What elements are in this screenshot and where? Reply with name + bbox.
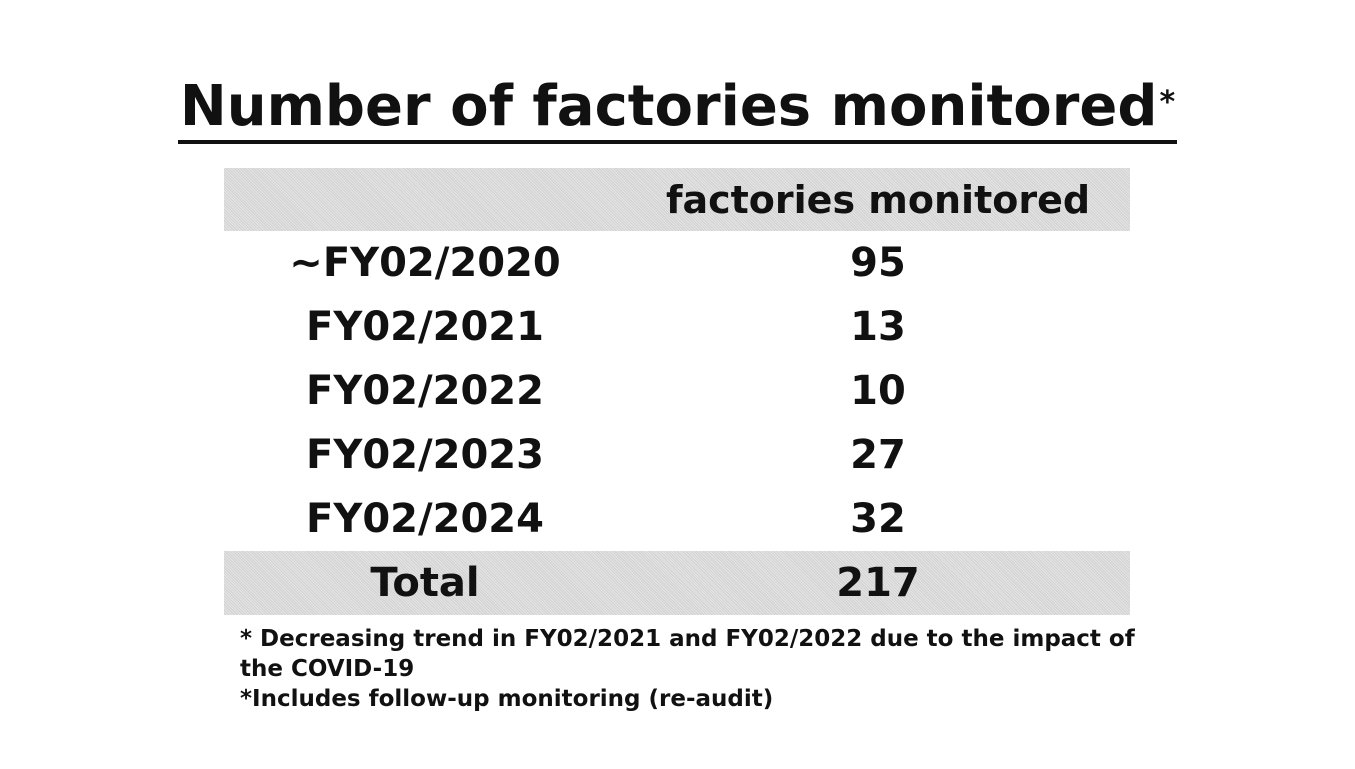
footnote-line: *Includes follow-up monitoring (re-audit… [240, 686, 774, 712]
table-row: ~FY02/2020 95 [224, 231, 1130, 295]
count-cell: 10 [850, 368, 906, 414]
footnotes: * Decreasing trend in FY02/2021 and FY02… [240, 624, 1140, 714]
period-cell: FY02/2021 [306, 304, 544, 350]
period-cell: FY02/2024 [306, 496, 544, 542]
page-title-text: Number of factories monitored [179, 74, 1158, 139]
table-row: FY02/2021 13 [224, 295, 1130, 359]
count-cell: 13 [850, 304, 906, 350]
total-value: 217 [836, 560, 920, 606]
factories-table: factories monitored ~FY02/2020 95 FY02/2… [224, 168, 1130, 615]
footnote-line: the COVID-19 [240, 656, 415, 682]
table-total-row: Total 217 [224, 551, 1130, 615]
total-label: Total [370, 560, 480, 606]
title-container: Number of factories monitored* [0, 74, 1355, 144]
footnote-line: * Decreasing trend in FY02/2021 and FY02… [240, 626, 1135, 652]
table-row: FY02/2022 10 [224, 359, 1130, 423]
table-row: FY02/2024 32 [224, 487, 1130, 551]
period-cell: FY02/2022 [306, 368, 544, 414]
title-footnote-marker: * [1159, 85, 1176, 120]
page-title: Number of factories monitored* [177, 74, 1178, 144]
header-factories-monitored: factories monitored [665, 177, 1091, 222]
count-cell: 32 [850, 496, 906, 542]
count-cell: 27 [850, 432, 906, 478]
period-cell: FY02/2023 [306, 432, 544, 478]
table-row: FY02/2023 27 [224, 423, 1130, 487]
table-header-row: factories monitored [224, 168, 1130, 231]
period-cell: ~FY02/2020 [289, 240, 561, 286]
count-cell: 95 [850, 240, 906, 286]
